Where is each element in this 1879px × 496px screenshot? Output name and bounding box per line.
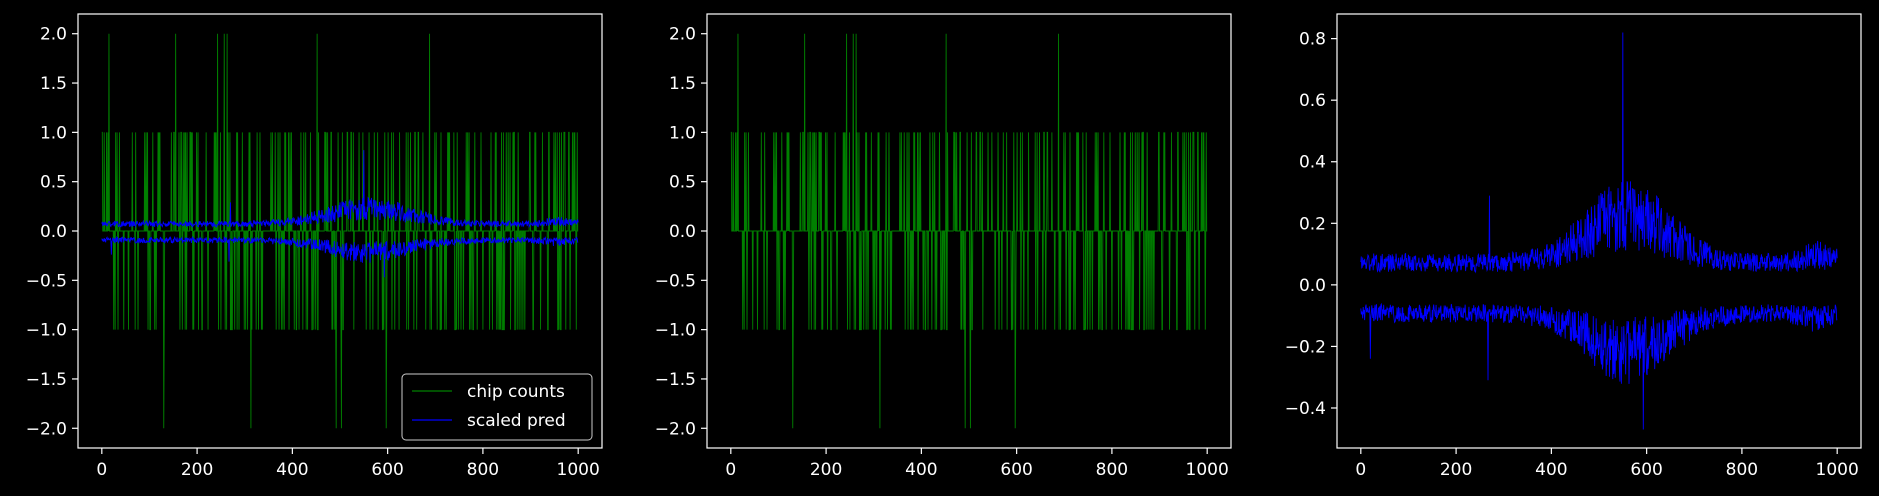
y-tick-label: 0.6 bbox=[1299, 91, 1326, 111]
y-tick-label: −2.0 bbox=[26, 419, 67, 439]
x-tick-label: 200 bbox=[181, 460, 213, 480]
series-line-scaled-pred-lower bbox=[1360, 302, 1838, 430]
y-tick-label: −0.2 bbox=[1285, 337, 1326, 357]
y-tick-label: 1.5 bbox=[669, 74, 696, 94]
y-tick-label: 0.8 bbox=[1299, 30, 1326, 50]
plot-area-3 bbox=[1360, 32, 1838, 430]
x-tick-label: 0 bbox=[1355, 460, 1366, 480]
x-tick-label: 1000 bbox=[1186, 460, 1229, 480]
y-tick-label: 1.0 bbox=[669, 123, 696, 143]
panel-2: 0 200 400 600 800 1000 2.0 1.5 1.0 0.5 0.0 −0.5 −1.0… bbox=[655, 13, 1232, 480]
x-tick-label: 600 bbox=[1000, 460, 1032, 480]
y-tick-label: 2.0 bbox=[40, 25, 67, 45]
axes-1: 0 200 400 600 800 1000 2.0 1.5 1.0 0.5 0.0 −0.5 −1.0… bbox=[26, 13, 603, 480]
x-tick-label: 600 bbox=[1630, 460, 1662, 480]
x-tick-label: 400 bbox=[905, 460, 937, 480]
x-tick-label: 200 bbox=[810, 460, 842, 480]
y-tick-label: −1.0 bbox=[26, 321, 67, 341]
series-line-chip-counts bbox=[101, 33, 579, 429]
y-tick-label: 1.5 bbox=[40, 74, 67, 94]
y-tick-label: 0.0 bbox=[1299, 276, 1326, 296]
x-tick-label: 0 bbox=[96, 460, 107, 480]
y-tick-label: −0.5 bbox=[26, 271, 67, 291]
x-tick-label: 600 bbox=[371, 460, 403, 480]
y-tick-label: −2.0 bbox=[655, 419, 696, 439]
legend-label-chip-counts: chip counts bbox=[467, 382, 565, 402]
y-tick-label: −1.5 bbox=[26, 370, 67, 390]
x-tick-label: 800 bbox=[467, 460, 499, 480]
x-tick-label: 200 bbox=[1440, 460, 1472, 480]
y-tick-label: −1.5 bbox=[655, 370, 696, 390]
series-line-scaled-pred-upper bbox=[1360, 32, 1838, 274]
y-tick-label: −1.0 bbox=[655, 321, 696, 341]
x-tick-label: 800 bbox=[1726, 460, 1758, 480]
x-tick-label: 800 bbox=[1096, 460, 1128, 480]
axes-2: 0 200 400 600 800 1000 2.0 1.5 1.0 0.5 0.0 −0.5 −1.0… bbox=[655, 13, 1232, 480]
series-line-chip-counts bbox=[730, 33, 1208, 429]
y-tick-label: 0.5 bbox=[40, 173, 67, 193]
legend: chip counts scaled pred bbox=[401, 373, 593, 441]
panel-3: 0 200 400 600 800 1000 0.8 0.6 0.4 0.2 0.0 −0.2 −0.4 bbox=[1285, 13, 1862, 480]
x-tick-label: 1000 bbox=[1816, 460, 1859, 480]
x-tick-label: 400 bbox=[276, 460, 308, 480]
x-tick-label: 400 bbox=[1535, 460, 1567, 480]
y-tick-label: 2.0 bbox=[669, 25, 696, 45]
y-tick-label: −0.4 bbox=[1285, 399, 1326, 419]
y-tick-label: 0.0 bbox=[669, 222, 696, 242]
legend-label-scaled-pred: scaled pred bbox=[467, 411, 566, 431]
y-tick-label: 1.0 bbox=[40, 123, 67, 143]
axes-frame bbox=[1336, 13, 1862, 449]
series-line-scaled-pred-upper bbox=[101, 150, 579, 229]
axes-3: 0 200 400 600 800 1000 0.8 0.6 0.4 0.2 0.0 −0.2 −0.4 bbox=[1285, 13, 1862, 480]
panel-1: 0 200 400 600 800 1000 2.0 1.5 1.0 0.5 0.0 −0.5 −1.0… bbox=[26, 13, 603, 480]
y-tick-label: 0.2 bbox=[1299, 214, 1326, 234]
y-tick-label: 0.0 bbox=[40, 222, 67, 242]
y-tick-label: −0.5 bbox=[655, 271, 696, 291]
x-tick-label: 1000 bbox=[557, 460, 600, 480]
plot-area-1 bbox=[101, 33, 579, 429]
x-tick-label: 0 bbox=[725, 460, 736, 480]
series-line-scaled-pred-lower bbox=[101, 235, 579, 278]
y-tick-label: 0.4 bbox=[1299, 153, 1326, 173]
y-tick-label: 0.5 bbox=[669, 173, 696, 193]
plot-area-2 bbox=[730, 33, 1208, 429]
